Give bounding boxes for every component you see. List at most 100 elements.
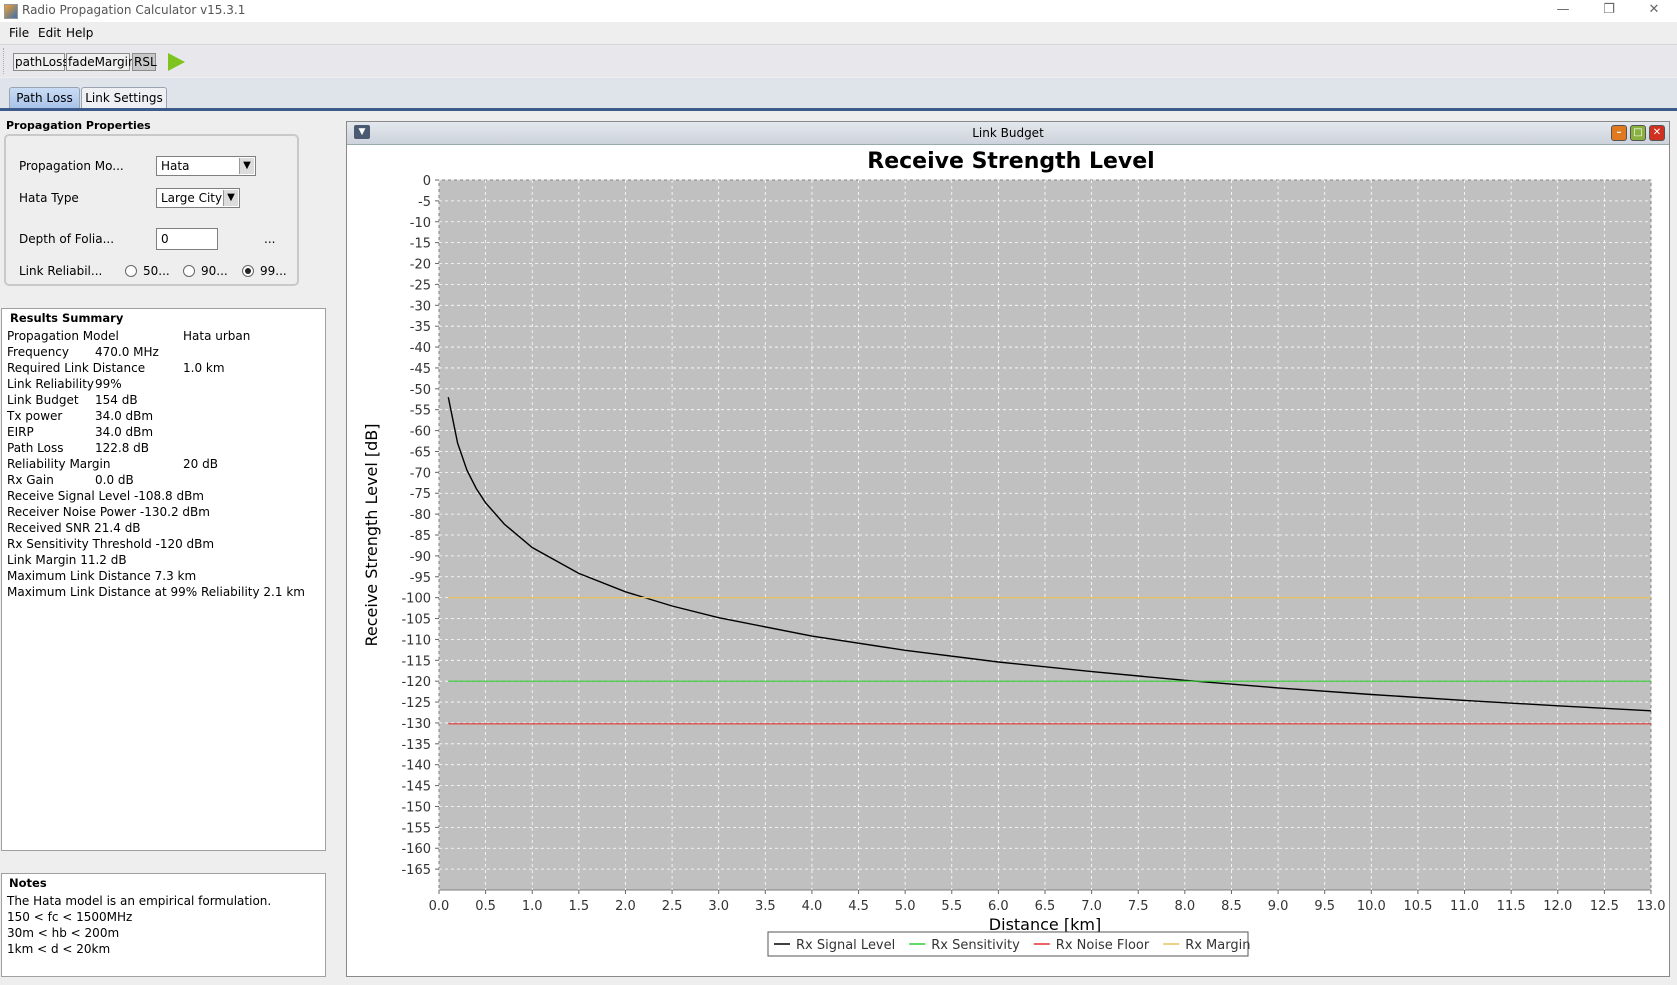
x-tick-label: 3.0 [708,899,729,914]
x-axis-ticks: 0.0 0.5 1.0 1.5 2.0 2.5 3.0 3.5 4.0 4.5 5.0 5.5 6.0 6… [429,890,1665,914]
propagation-model-select[interactable]: Hata ▼ [156,156,256,176]
y-axis-ticks: 0 -5 -10 -15 -20 -25 -30 -35 -40 -45 -50 -55 -60 -65 -… [401,174,439,878]
link-budget-titlebar[interactable]: ▼ Link Budget – □ ✕ [347,122,1669,145]
x-tick-label: 5.0 [895,899,916,914]
rsl-button[interactable]: RSL [132,53,157,71]
tab-path-loss[interactable]: Path Loss [9,87,80,108]
x-tick-label: 2.5 [662,899,683,914]
y-tick-label: -140 [401,759,431,774]
pathloss-button[interactable]: pathLoss [13,53,69,71]
frame-maximize-icon[interactable]: □ [1630,125,1646,141]
link-reliability-label: Link Reliabil... [19,264,103,278]
result-value: 0.0 dB [95,473,134,487]
notes-line: The Hata model is an empirical formulati… [7,894,272,908]
y-tick-label: -165 [401,863,431,878]
y-tick-label: -45 [410,362,431,377]
chart-title: Receive Strength Level [867,149,1154,174]
y-tick-label: -110 [401,633,431,648]
notes-line: 150 < fc < 1500MHz [7,910,133,924]
menu-help[interactable]: Help [66,26,94,40]
result-label: Link Budget [7,393,79,407]
y-tick-label: -30 [410,299,431,314]
x-tick-label: 4.5 [848,899,869,914]
receive-strength-chart: Receive Strength Level 0 -5 -10 -15 -20 -25 -3… [362,149,1665,957]
frame-menu-icon[interactable]: ▼ [354,125,370,139]
toolbar-grip[interactable] [3,48,8,74]
frame-minimize-icon[interactable]: – [1611,125,1627,141]
y-axis-label: Receive Strength Level [dB] [362,424,381,647]
reliability-90-radio[interactable] [183,265,195,277]
x-tick-label: 4.0 [802,899,823,914]
window-titlebar: Radio Propagation Calculator v15.3.1 — ❐… [0,0,1677,22]
y-tick-label: -25 [410,278,431,293]
y-tick-label: -40 [410,341,431,356]
reliability-50-label: 50... [143,264,170,278]
notes-line: 1km < d < 20km [7,942,111,956]
reliability-50-radio[interactable] [125,265,137,277]
reliability-99-radio[interactable] [242,265,254,277]
chevron-down-icon[interactable]: ▼ [239,158,254,174]
x-tick-label: 1.0 [522,899,543,914]
y-tick-label: -120 [401,675,431,690]
x-tick-label: 11.0 [1450,899,1479,914]
y-tick-label: -90 [410,550,431,565]
y-tick-label: -70 [410,466,431,481]
tab-strip: Path Loss Link Settings [0,78,1677,110]
result-label: Rx Gain [7,473,54,487]
restore-button[interactable]: ❐ [1603,2,1615,17]
result-label: EIRP [7,425,34,439]
result-label: Maximum Link Distance at 99% Reliability… [7,585,305,599]
menu-file[interactable]: File [9,26,30,40]
y-tick-label: -115 [401,654,431,669]
legend-entry: Rx Signal Level [796,938,895,953]
link-budget-frame: ▼ Link Budget – □ ✕ Receive Strength Lev… [346,121,1670,977]
result-label: Path Loss [7,441,64,455]
result-label: Received SNR 21.4 dB [7,521,141,535]
result-label: Propagation Model [7,329,119,343]
y-tick-label: -15 [410,237,431,252]
y-tick-label: -65 [410,445,431,460]
result-value: 20 dB [183,457,218,471]
app-icon [4,4,18,19]
foliage-more-button[interactable]: ... [264,232,276,246]
legend-entry: Rx Sensitivity [931,938,1020,953]
y-tick-label: -130 [401,717,431,732]
y-tick-label: -85 [410,529,431,544]
close-window-button[interactable]: ✕ [1648,2,1660,17]
run-play-icon[interactable] [168,53,185,71]
y-tick-label: -80 [410,508,431,523]
x-tick-label: 6.0 [988,899,1009,914]
fademargin-button[interactable]: fadeMargin [66,53,136,71]
x-tick-label: 8.0 [1175,899,1196,914]
y-tick-label: -5 [418,195,431,210]
result-value: 99% [95,377,122,391]
frame-close-icon[interactable]: ✕ [1649,125,1665,141]
y-tick-label: -60 [410,425,431,440]
y-tick-label: -10 [410,216,431,231]
result-label: Link Margin 11.2 dB [7,553,127,567]
x-tick-label: 7.5 [1128,899,1149,914]
result-value: 470.0 MHz [95,345,159,359]
notes-panel: Notes The Hata model is an empirical for… [1,873,326,977]
propagation-properties-title: Propagation Properties [6,119,151,132]
result-label: Rx Sensitivity Threshold -120 dBm [7,537,215,551]
menu-edit[interactable]: Edit [38,26,62,40]
minimize-button[interactable]: — [1556,2,1570,17]
notes-title: Notes [9,876,47,890]
notes-line: 30m < hb < 200m [7,926,120,940]
hata-type-select[interactable]: Large City ▼ [156,188,240,208]
result-label: Receive Signal Level -108.8 dBm [7,489,204,503]
y-tick-label: -155 [401,821,431,836]
chevron-down-icon[interactable]: ▼ [223,190,238,206]
result-label: Maximum Link Distance 7.3 km [7,569,197,583]
tab-link-settings[interactable]: Link Settings [81,87,167,108]
result-label: Reliability Margin [7,457,111,471]
result-label: Link Reliability [7,377,95,391]
results-summary-title: Results Summary [10,311,124,325]
chart-legend: Rx Signal Level Rx Sensitivity Rx Noise Fl… [767,931,1250,957]
depth-of-foliage-input[interactable]: 0 [156,228,218,250]
y-tick-label: -150 [401,800,431,815]
legend-entry: Rx Noise Floor [1056,938,1150,953]
y-tick-label: -35 [410,320,431,335]
y-tick-label: -20 [410,258,431,273]
